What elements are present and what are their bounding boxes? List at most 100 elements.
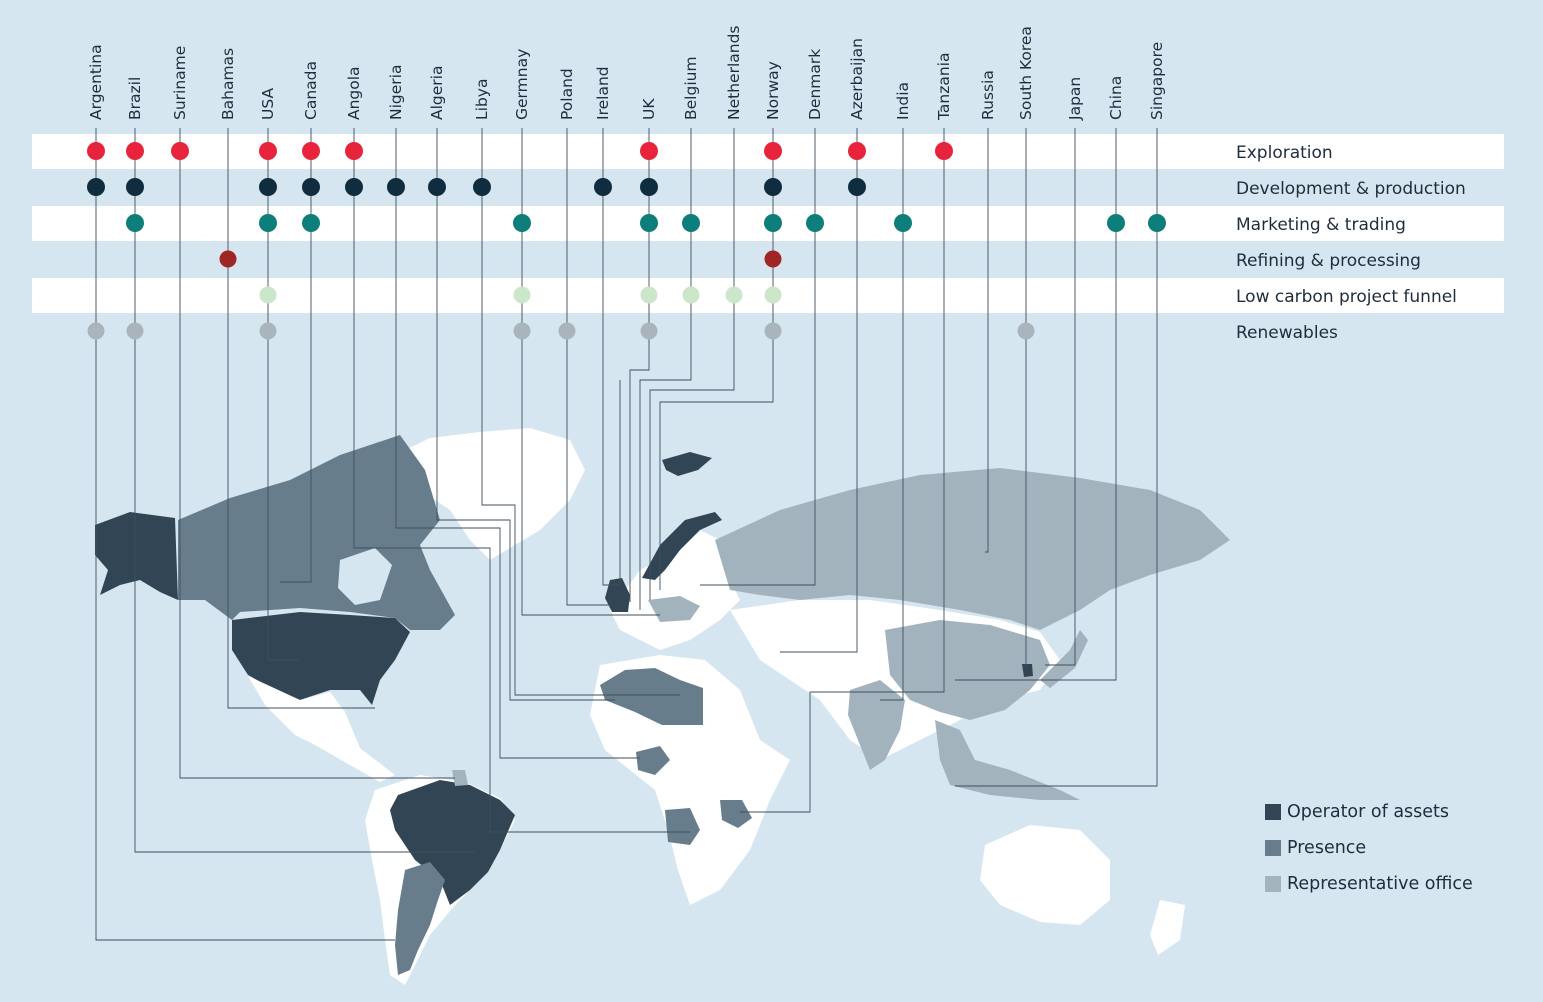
dot-exploration-norway [764, 142, 782, 160]
dot-exploration-tanzania [935, 142, 953, 160]
china-shape [885, 620, 1050, 720]
norway-shape [642, 512, 722, 580]
legend: Operator of assets Presence Representati… [1265, 794, 1473, 902]
dot-marketing-trading-belgium [682, 214, 700, 232]
dot-renewables-south-korea [1017, 322, 1035, 340]
dot-exploration-azerbaijan [848, 142, 866, 160]
activity-label-marketing-trading: Marketing & trading [1236, 215, 1406, 235]
dot-marketing-trading-canada [302, 214, 320, 232]
activity-label-exploration: Exploration [1236, 143, 1333, 163]
dot-exploration-suriname [171, 142, 189, 160]
dot-low-carbon-project-funnel-netherlands [725, 286, 743, 304]
legend-swatch [1265, 840, 1281, 856]
dot-marketing-trading-china [1107, 214, 1125, 232]
leader-line-uk [629, 128, 650, 602]
country-label-russia: Russia [979, 70, 997, 120]
usa-shape [232, 612, 410, 705]
country-label-poland: Poland [558, 68, 576, 120]
leader-line-ireland [602, 128, 621, 586]
country-label-suriname: Suriname [171, 46, 189, 120]
dot-development-production-usa [259, 178, 277, 196]
leader-line-denmark [700, 128, 816, 586]
dot-marketing-trading-india [894, 214, 912, 232]
dot-renewables-usa [259, 322, 277, 340]
leader-line-bahamas [227, 128, 375, 709]
legend-swatch [1265, 876, 1281, 892]
dot-marketing-trading-germnay [513, 214, 531, 232]
activity-label-low-carbon-project-funnel: Low carbon project funnel [1236, 287, 1457, 307]
dot-exploration-brazil [126, 142, 144, 160]
dot-renewables-poland [558, 322, 576, 340]
legend-label: Operator of assets [1287, 802, 1450, 822]
dot-exploration-uk [640, 142, 658, 160]
dot-marketing-trading-norway [764, 214, 782, 232]
country-labels: Argentina Brazil Suriname Bahamas USA Canada A… [87, 26, 1166, 121]
activity-label-development-production: Development & production [1236, 179, 1466, 199]
dot-exploration-usa [259, 142, 277, 160]
leader-line-usa [267, 128, 300, 661]
dot-low-carbon-project-funnel-usa [259, 286, 277, 304]
leader-line-russia [985, 128, 989, 553]
country-label-usa: USA [259, 88, 277, 120]
country-label-netherlands: Netherlands [725, 26, 743, 120]
dot-renewables-germnay [513, 322, 531, 340]
country-label-tanzania: Tanzania [935, 53, 953, 122]
activity-labels: Exploration Development & production Marke… [1236, 143, 1466, 343]
country-label-angola: Angola [345, 66, 363, 120]
leader-line-germnay [521, 128, 660, 616]
leader-line-belgium [639, 128, 692, 610]
legend-label: Presence [1287, 838, 1367, 858]
new-zealand-shape [1150, 900, 1185, 955]
dot-low-carbon-project-funnel-belgium [682, 286, 700, 304]
dot-development-production-libya [473, 178, 491, 196]
dot-exploration-argentina [87, 142, 105, 160]
leader-lines [95, 128, 1158, 941]
leader-line-nigeria [395, 128, 640, 759]
country-label-algeria: Algeria [428, 66, 446, 120]
leader-line-suriname [179, 128, 455, 779]
legend-item-presence: Presence [1265, 830, 1473, 866]
country-label-bahamas: Bahamas [219, 48, 237, 120]
dot-development-production-norway [764, 178, 782, 196]
leader-line-libya [481, 128, 680, 696]
dot-development-production-nigeria [387, 178, 405, 196]
legend-item-operator: Operator of assets [1265, 794, 1473, 830]
activity-dots [87, 142, 1166, 340]
country-label-ireland: Ireland [594, 66, 612, 120]
dot-marketing-trading-brazil [126, 214, 144, 232]
country-label-nigeria: Nigeria [387, 65, 405, 120]
country-label-denmark: Denmark [806, 49, 824, 120]
leader-line-tanzania [740, 128, 945, 813]
germany-shape [648, 596, 700, 622]
brazil-shape [390, 780, 515, 905]
leader-line-china [955, 128, 1117, 681]
country-label-azerbaijan: Azerbaijan [848, 38, 866, 120]
dot-development-production-ireland [594, 178, 612, 196]
alaska-shape [95, 512, 178, 600]
dot-marketing-trading-denmark [806, 214, 824, 232]
australia-shape [980, 825, 1110, 925]
dot-renewables-uk [640, 322, 658, 340]
country-label-india: India [894, 82, 912, 120]
leader-line-south-korea [1025, 128, 1028, 669]
hudson-bay [338, 548, 392, 605]
leader-line-argentina [95, 128, 395, 941]
country-label-belgium: Belgium [682, 56, 700, 120]
dot-exploration-canada [302, 142, 320, 160]
dot-low-carbon-project-funnel-germnay [513, 286, 531, 304]
dot-marketing-trading-singapore [1148, 214, 1166, 232]
svalbard-shape [662, 452, 712, 476]
argentina-shape [395, 862, 445, 975]
leader-line-angola [353, 128, 690, 833]
dot-renewables-norway [764, 322, 782, 340]
country-label-brazil: Brazil [126, 77, 144, 120]
leader-line-singapore [955, 128, 1158, 787]
angola-shape [665, 808, 700, 845]
leader-line-netherlands [649, 128, 735, 600]
leader-line-canada [280, 128, 312, 583]
dot-renewables-brazil [126, 322, 144, 340]
dot-exploration-angola [345, 142, 363, 160]
dot-development-production-uk [640, 178, 658, 196]
